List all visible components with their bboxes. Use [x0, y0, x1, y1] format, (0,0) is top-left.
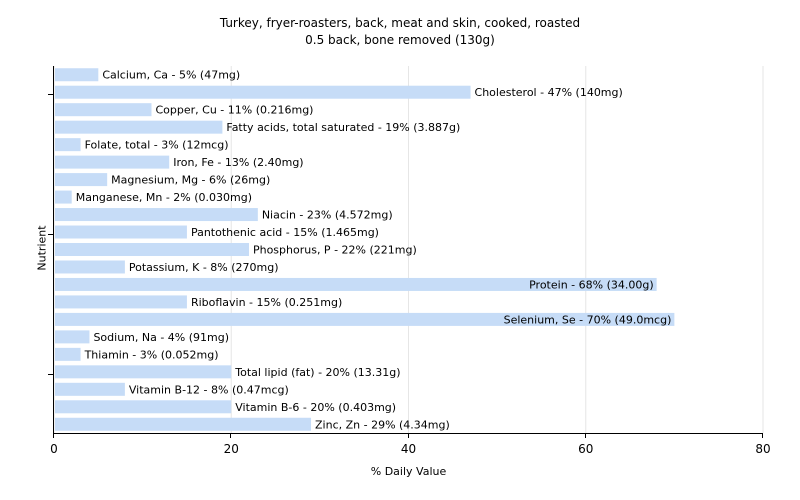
bar: [55, 208, 258, 222]
bar: [55, 330, 90, 344]
bar-label: Calcium, Ca - 5% (47mg): [102, 69, 240, 82]
bar: [55, 365, 232, 379]
bar: [55, 85, 471, 99]
bar: [55, 382, 125, 396]
bar-label: Pantothenic acid - 15% (1.465mg): [191, 226, 379, 239]
chart-title: Turkey, fryer-roasters, back, meat and s…: [219, 16, 581, 30]
bar-label: Copper, Cu - 11% (0.216mg): [155, 104, 313, 117]
bar: [55, 68, 99, 82]
bar-label: Niacin - 23% (4.572mg): [262, 209, 393, 222]
x-tick-label: 80: [755, 442, 770, 456]
bar-label: Folate, total - 3% (12mcg): [85, 139, 229, 152]
bar: [55, 120, 223, 134]
bar: [55, 138, 81, 152]
bar-label: Vitamin B-6 - 20% (0.403mg): [235, 401, 396, 414]
bar-label: Selenium, Se - 70% (49.0mcg): [504, 313, 672, 326]
bar: [55, 347, 81, 361]
x-axis-label: % Daily Value: [370, 465, 447, 478]
bar: [55, 295, 187, 309]
x-tick-label: 0: [50, 442, 58, 456]
bar: [55, 243, 249, 256]
x-tick-label: 60: [578, 442, 593, 456]
bar-label: Phosphorus, P - 22% (221mg): [253, 244, 417, 257]
bar-label: Protein - 68% (34.00g): [529, 278, 654, 291]
bar-label: Thiamin - 3% (0.052mg): [84, 348, 219, 361]
bar-label: Total lipid (fat) - 20% (13.31g): [234, 366, 400, 379]
bar: [55, 312, 675, 326]
bar-label: Magnesium, Mg - 6% (26mg): [111, 174, 270, 187]
bar-label: Iron, Fe - 13% (2.40mg): [173, 156, 303, 169]
bar-label: Riboflavin - 15% (0.251mg): [191, 296, 342, 309]
bar-label: Fatty acids, total saturated - 19% (3.88…: [226, 121, 460, 134]
y-axis-label: Nutrient: [35, 225, 49, 271]
bar: [55, 155, 170, 169]
bar-label: Cholesterol - 47% (140mg): [475, 86, 623, 99]
bar: [55, 260, 125, 274]
bar-label: Vitamin B-12 - 8% (0.47mcg): [129, 383, 289, 396]
bar: [55, 173, 108, 187]
bar: [55, 417, 312, 431]
bar-label: Potassium, K - 8% (270mg): [129, 261, 279, 274]
bar-label: Sodium, Na - 4% (91mg): [93, 331, 229, 344]
bar: [55, 190, 72, 204]
bar: [55, 400, 232, 414]
x-tick-label: 20: [224, 442, 239, 456]
bar: [55, 103, 152, 117]
bar: [55, 225, 187, 239]
chart-subtitle: 0.5 back, bone removed (130g): [305, 33, 495, 47]
bar-label: Zinc, Zn - 29% (4.34mg): [315, 418, 450, 431]
bar: [55, 277, 657, 291]
x-tick-label: 40: [401, 442, 416, 456]
bar-label: Manganese, Mn - 2% (0.030mg): [76, 191, 252, 204]
